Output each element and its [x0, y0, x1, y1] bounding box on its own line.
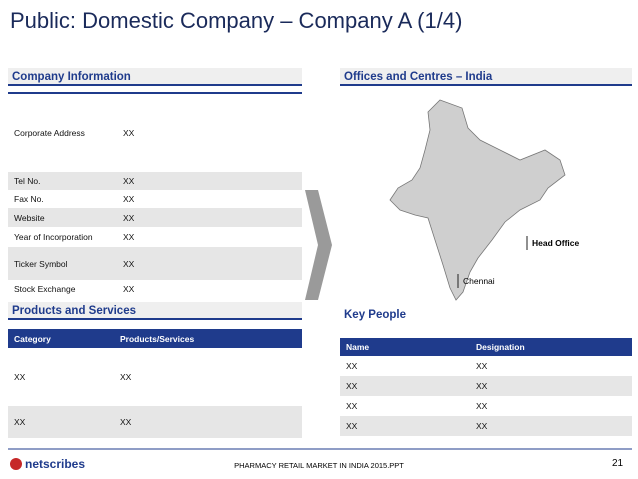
cell: Stock Exchange: [14, 284, 76, 294]
table-row: Website XX: [8, 208, 302, 227]
cell: XX: [123, 128, 135, 138]
logo: netscribes: [25, 457, 86, 471]
cell: XX: [476, 361, 488, 371]
cell: XX: [346, 421, 358, 431]
cell: XX: [14, 417, 26, 427]
table-row: Category Products/Services: [8, 329, 302, 348]
table-row: Ticker Symbol XX: [8, 247, 302, 280]
table-row: Fax No. XX: [8, 190, 302, 208]
table-row: XX XX: [340, 396, 632, 416]
table-row: Stock Exchange XX: [8, 280, 302, 298]
cell: Products/Services: [120, 333, 195, 344]
india-map: [389, 99, 566, 301]
table-row: XX XX: [8, 406, 302, 438]
cell: XX: [120, 372, 132, 382]
map-label: Chennai: [463, 276, 495, 286]
section-heading: Company Information: [8, 68, 302, 86]
table-row: XX XX: [340, 416, 632, 436]
cell: Tel No.: [14, 176, 41, 186]
cell: XX: [123, 284, 135, 294]
cell: XX: [120, 417, 132, 427]
table-row: Year of Incorporation XX: [8, 227, 302, 247]
cell: XX: [123, 258, 135, 269]
cell: XX: [346, 361, 358, 371]
cell: Name: [346, 342, 370, 352]
logo-icon: [10, 458, 22, 470]
section-heading: Products and Services: [8, 302, 302, 320]
cell: XX: [123, 212, 135, 223]
table-row: XX XX: [8, 348, 302, 406]
page-number: 21: [612, 458, 624, 469]
cell: XX: [476, 401, 488, 411]
cell: XX: [123, 194, 135, 204]
section-heading: Offices and Centres – India: [340, 68, 632, 86]
cell: Designation: [476, 342, 525, 352]
cell: Website: [14, 212, 45, 223]
cell: XX: [346, 401, 358, 411]
cell: Ticker Symbol: [14, 258, 68, 269]
table-row: Name Designation: [340, 338, 632, 356]
cell: Corporate Address: [14, 128, 85, 138]
cell: XX: [476, 381, 488, 391]
cell: XX: [123, 176, 135, 186]
table-row: XX XX: [340, 356, 632, 376]
cell: Year of Incorporation: [14, 232, 93, 242]
table-row: Corporate Address XX: [8, 92, 302, 172]
cell: XX: [123, 232, 135, 242]
cell: XX: [14, 372, 26, 382]
title: Public: Domestic Company – Company A (1/…: [10, 8, 463, 33]
arrow: [305, 190, 332, 300]
footer-text: PHARMACY RETAIL MARKET IN INDIA 2015.PPT: [234, 461, 404, 470]
map-label: Head Office: [532, 238, 580, 248]
table-row: XX XX: [340, 376, 632, 396]
cell: Category: [14, 333, 51, 344]
section-heading: Key People: [344, 309, 406, 321]
table-row: Tel No. XX: [8, 172, 302, 190]
cell: Fax No.: [14, 194, 44, 204]
cell: XX: [476, 421, 488, 431]
cell: XX: [346, 381, 358, 391]
